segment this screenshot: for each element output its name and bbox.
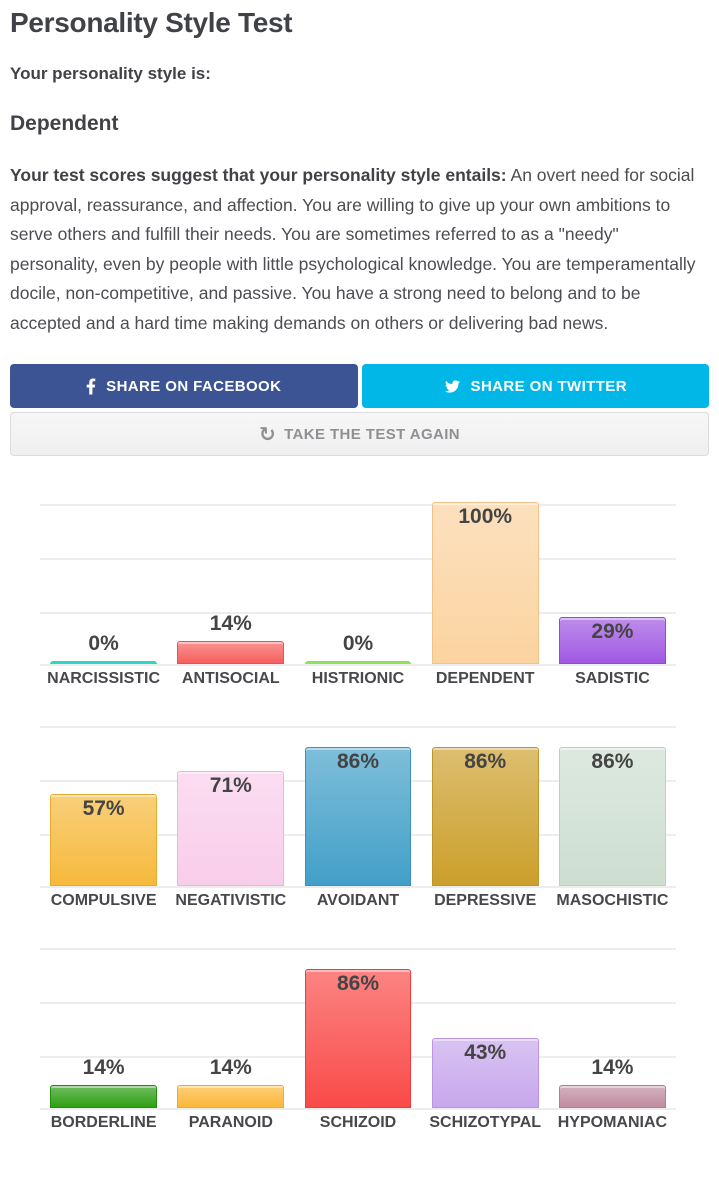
bar-hypomaniac[interactable] bbox=[558, 1085, 666, 1108]
bar-sadistic[interactable] bbox=[558, 617, 666, 664]
bar-value-label: 14% bbox=[591, 1056, 634, 1079]
chart-2-category-axis: COMPULSIVE NEGATIVISTIC AVOIDANT DEPRESSIVE… bbox=[40, 891, 676, 911]
result-description: Your test scores suggest that your perso… bbox=[10, 161, 709, 338]
share-twitter-label: SHARE ON TWITTER bbox=[470, 377, 627, 395]
chart-column-dependent: 100% bbox=[422, 502, 549, 664]
retake-test-button[interactable]: ↻ TAKE THE TEST AGAIN bbox=[10, 412, 709, 456]
chart-3-category-axis: BORDERLINE PARANOID SCHIZOID SCHIZOTYPAL HYP… bbox=[40, 1113, 676, 1133]
category-label-negativistic: NEGATIVISTIC bbox=[175, 892, 287, 909]
chart-column-schizoid: 86% bbox=[294, 948, 421, 1108]
chart-column-avoidant: 86% bbox=[294, 726, 421, 886]
charts: 0% 14% 0% 100% 29% NARCISSISTIC ANTISOCIAL HIST… bbox=[40, 461, 676, 1133]
chart-column-sadistic: 29% bbox=[549, 504, 676, 664]
category-label-narcissistic: NARCISSISTIC bbox=[47, 670, 161, 687]
share-facebook-label: SHARE ON FACEBOOK bbox=[106, 377, 282, 395]
chart-1-category-axis: NARCISSISTIC ANTISOCIAL HISTRIONIC DEPENDEN… bbox=[40, 669, 676, 689]
category-label-schizotypal: SCHIZOTYPAL bbox=[429, 1114, 542, 1131]
bar-value-label: 14% bbox=[209, 612, 252, 635]
result-intro: Your personality style is: bbox=[10, 64, 211, 83]
chart-column-narcissistic: 0% bbox=[40, 504, 167, 664]
category-label-paranoid: PARANOID bbox=[188, 1114, 273, 1131]
bar-compulsive[interactable] bbox=[50, 794, 158, 886]
category-label-compulsive: COMPULSIVE bbox=[50, 892, 157, 909]
category-label-antisocial: ANTISOCIAL bbox=[181, 670, 280, 687]
result-name: Dependent bbox=[10, 112, 119, 135]
chart-column-depressive: 86% bbox=[422, 726, 549, 886]
bar-negativistic[interactable] bbox=[177, 771, 285, 886]
facebook-f-icon bbox=[86, 378, 96, 395]
bar-depressive[interactable] bbox=[431, 747, 539, 886]
page: Personality Style Test Your personality … bbox=[10, 6, 709, 1133]
chart-column-histrionic: 0% bbox=[294, 504, 421, 664]
page-title: Personality Style Test bbox=[10, 7, 293, 38]
retake-test-label: TAKE THE TEST AGAIN bbox=[284, 425, 461, 443]
chart-column-compulsive: 57% bbox=[40, 726, 167, 886]
bar-histrionic[interactable] bbox=[304, 661, 412, 664]
result-description-lead: Your test scores suggest that your perso… bbox=[10, 165, 507, 185]
share-facebook-button[interactable]: SHARE ON FACEBOOK bbox=[10, 364, 358, 408]
bar-narcissistic[interactable] bbox=[50, 661, 158, 664]
chart-column-negativistic: 71% bbox=[167, 726, 294, 886]
chart-3: 14% 14% 86% 43% 14% BORDERLINE PARANOID SCHIZOI… bbox=[40, 923, 676, 1133]
twitter-bird-icon bbox=[444, 379, 461, 394]
bar-schizoid[interactable] bbox=[304, 969, 412, 1108]
bar-value-label: 14% bbox=[209, 1056, 252, 1079]
chart-column-borderline: 14% bbox=[40, 948, 167, 1108]
chart-column-masochistic: 86% bbox=[549, 726, 676, 886]
chart-2-plot-area: 57% 71% 86% 86% 86% bbox=[40, 726, 676, 888]
refresh-icon: ↻ bbox=[258, 422, 277, 446]
chart-1-plot-area: 0% 14% 0% 100% 29% bbox=[40, 502, 676, 666]
share-buttons-row: SHARE ON FACEBOOK SHARE ON TWITTER bbox=[10, 364, 709, 408]
chart-column-schizotypal: 43% bbox=[422, 948, 549, 1108]
share-twitter-button[interactable]: SHARE ON TWITTER bbox=[361, 364, 709, 408]
bar-borderline[interactable] bbox=[50, 1085, 158, 1108]
category-label-borderline: BORDERLINE bbox=[50, 1114, 157, 1131]
category-label-depressive: DEPRESSIVE bbox=[434, 892, 537, 909]
bar-value-label: 0% bbox=[342, 632, 374, 655]
result-description-body: An overt need for social approval, reass… bbox=[10, 165, 696, 333]
category-label-schizoid: SCHIZOID bbox=[319, 1114, 397, 1131]
chart-1: 0% 14% 0% 100% 29% NARCISSISTIC ANTISOCIAL HIST… bbox=[40, 461, 676, 689]
bar-paranoid[interactable] bbox=[177, 1085, 285, 1108]
bar-avoidant[interactable] bbox=[304, 747, 412, 886]
category-label-masochistic: MASOCHISTIC bbox=[556, 892, 669, 909]
bar-value-label: 14% bbox=[82, 1056, 125, 1079]
chart-column-antisocial: 14% bbox=[167, 504, 294, 664]
bar-dependent[interactable] bbox=[431, 502, 539, 664]
chart-column-paranoid: 14% bbox=[167, 948, 294, 1108]
bar-schizotypal[interactable] bbox=[431, 1038, 539, 1108]
category-label-histrionic: HISTRIONIC bbox=[311, 670, 405, 687]
chart-3-plot-area: 14% 14% 86% 43% 14% bbox=[40, 948, 676, 1110]
category-label-dependent: DEPENDENT bbox=[435, 670, 535, 687]
bar-value-label: 0% bbox=[88, 632, 119, 655]
category-label-avoidant: AVOIDANT bbox=[316, 892, 400, 909]
chart-column-hypomaniac: 14% bbox=[549, 948, 676, 1108]
bar-antisocial[interactable] bbox=[177, 641, 285, 664]
bar-masochistic[interactable] bbox=[558, 747, 666, 886]
category-label-hypomaniac: HYPOMANIAC bbox=[557, 1114, 668, 1131]
chart-2: 57% 71% 86% 86% 86% COMPULSIVE NEGATIVISTIC AVO… bbox=[40, 701, 676, 911]
category-label-sadistic: SADISTIC bbox=[575, 670, 650, 687]
